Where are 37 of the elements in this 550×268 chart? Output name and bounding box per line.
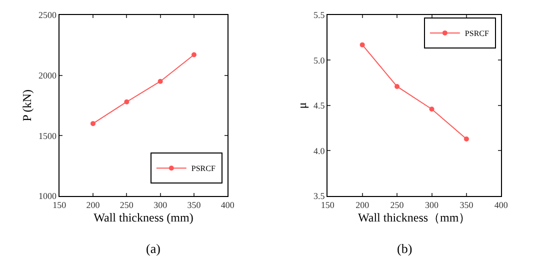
point [158, 78, 163, 84]
x-tick-label: 300 [154, 200, 168, 210]
y-tick-label: 5.0 [314, 55, 326, 66]
point [192, 52, 196, 58]
y-tick-label: 5.5 [314, 10, 326, 20]
point [360, 42, 365, 48]
x-axis-title: Wall thickness (mm) [94, 210, 194, 225]
x-axis-title: Wall thickness（mm） [358, 210, 471, 225]
x-tick-label: 150 [320, 200, 335, 210]
x-tick-label: 400 [494, 200, 508, 210]
x-tick-label: 350 [460, 200, 474, 210]
x-tick-label: 300 [425, 200, 439, 210]
point [90, 121, 96, 126]
text: (a) [146, 241, 160, 256]
y-tick-label: 2000 [38, 70, 58, 80]
point [464, 136, 469, 142]
legend-label: PSRCF [191, 164, 216, 174]
x-tick-label: 250 [120, 200, 134, 210]
legend-label: PSRCF [464, 29, 490, 38]
y-axis-title: P (kN) [20, 90, 34, 122]
y-tick-label: 1000 [38, 191, 58, 202]
x-tick-label: 350 [187, 200, 202, 210]
x-tick-label: 200 [356, 200, 370, 210]
x-tick-label: 250 [390, 200, 404, 210]
point [429, 106, 434, 112]
y-tick-label: 3.5 [314, 191, 326, 202]
y-tick-label: 1500 [38, 130, 58, 141]
y-axis-title: μ [294, 102, 309, 109]
x-tick-label: 400 [220, 200, 235, 210]
x-tick-label: 200 [86, 200, 100, 210]
y-tick-label: 4.0 [314, 146, 326, 156]
y-tick-label: 2500 [38, 10, 58, 20]
point [124, 99, 130, 104]
x-tick-label: 150 [52, 200, 67, 210]
y-tick-label: 4.5 [314, 100, 326, 111]
text: (b) [397, 241, 412, 256]
point [394, 84, 400, 89]
